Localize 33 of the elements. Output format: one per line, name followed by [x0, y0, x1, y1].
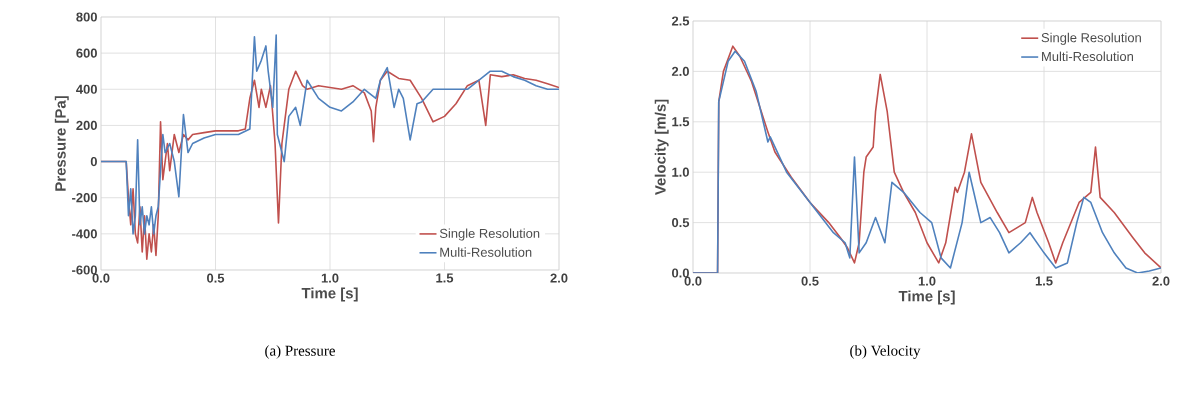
legend-label: Multi-Resolution	[1042, 51, 1133, 62]
y-tick-label: 0.5	[672, 218, 690, 228]
legend-label: Single Resolution	[1041, 32, 1141, 45]
legend-label: Multi-Resolution	[440, 247, 532, 257]
y-tick-label: 200	[76, 120, 97, 131]
y-tick-label: -200	[72, 193, 97, 203]
legend-label: Single Resolution	[439, 228, 540, 241]
x-tick-label: 1.0	[918, 276, 936, 286]
y-tick-label: 800	[76, 12, 97, 22]
x-axis-title: Time [s]	[301, 287, 358, 302]
y-tick-label: 1.0	[672, 167, 689, 177]
y-tick-label: 2.0	[671, 66, 689, 76]
text: (a) Pressure	[265, 345, 335, 359]
y-tick-label: 0	[90, 156, 97, 167]
y-tick-label: -400	[72, 229, 97, 239]
x-axis-title: Time [s]	[898, 290, 955, 305]
x-tick-label: 0.0	[92, 273, 110, 283]
y-tick-label: 400	[76, 84, 97, 94]
y-tick-label: -600	[72, 265, 97, 275]
x-tick-label: 1.5	[436, 273, 454, 283]
x-tick-label: 1.0	[321, 273, 339, 283]
y-tick-label: 600	[76, 48, 97, 58]
y-tick-label: 2.5	[671, 16, 690, 26]
text: (b) Velocity	[850, 345, 921, 359]
x-tick-label: 1.5	[1035, 276, 1053, 286]
x-tick-label: 2.0	[550, 273, 568, 283]
y-tick-label: 1.5	[672, 117, 690, 127]
y-axis-title: Velocity [m/s]	[654, 99, 669, 196]
x-tick-label: 0.5	[207, 273, 225, 283]
x-tick-label: 0.0	[684, 276, 702, 286]
y-axis-title: Pressure [Pa]	[54, 96, 69, 191]
x-tick-label: 0.5	[801, 276, 819, 286]
x-tick-label: 2.0	[1152, 276, 1170, 286]
